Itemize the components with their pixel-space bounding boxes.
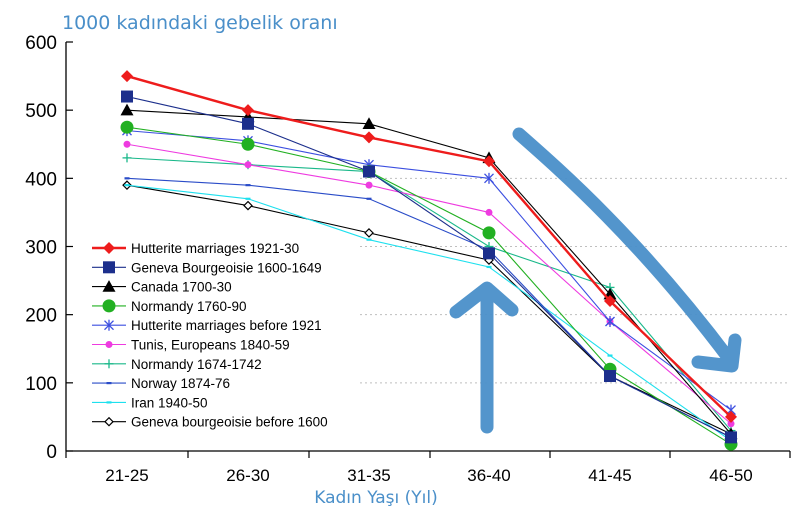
y-tick-label: 0 [46,442,57,463]
data-point [121,90,133,103]
legend-item: Norway 1874-76 [92,376,230,391]
series-line [126,126,732,445]
data-point [245,184,251,187]
legend-item: Geneva Bourgeoisie 1600-1649 [92,260,322,275]
x-tick-label: 26-30 [226,466,269,485]
legend-label: Geneva Bourgeoisie 1600-1649 [131,260,322,275]
x-axis-label: Kadın Yaşı (Yıl) [314,488,438,508]
legend-marker [103,261,115,274]
legend-marker [106,382,112,385]
x-axis: 21-25 26-30 31-35 36-40 41-45 46-50 [65,451,791,485]
data-point [725,431,737,444]
data-point [604,295,616,308]
data-point [483,247,495,260]
data-point [241,137,255,151]
data-point [486,265,492,269]
data-point [366,238,372,241]
data-point [725,410,737,423]
legend-marker [102,299,116,313]
legend-marker [105,341,113,348]
y-tick-label: 500 [25,101,57,122]
data-point [363,131,375,144]
data-point [364,228,374,238]
x-tick-label: 46-50 [709,466,752,485]
series-hutterite-marriages-1921-30 [121,70,737,423]
y-tick-label: 100 [25,374,57,395]
data-point [362,117,376,129]
x-tick-label: 21-25 [105,466,148,485]
legend-marker [104,359,114,369]
series-line [126,109,732,435]
data-point [482,226,496,240]
data-series [120,70,738,451]
x-tick-label: 31-35 [347,466,390,485]
y-tick-label: 400 [25,169,57,190]
data-point [363,165,375,178]
data-point [366,197,372,200]
data-point [244,161,252,169]
data-point [120,103,134,116]
legend-item: Hutterite marriages 1921-30 [92,241,299,256]
data-point [727,420,735,428]
data-point [605,315,615,327]
data-point [242,117,254,130]
data-point [120,120,134,134]
legend: Hutterite marriages 1921-30 Geneva Bourge… [92,241,328,430]
data-point [604,370,616,383]
legend-marker [102,280,116,292]
legend-marker [104,319,114,331]
legend-label: Hutterite marriages 1921-30 [131,241,299,256]
legend-marker [106,401,112,404]
data-point [607,354,613,357]
legend-label: Canada 1700-30 [131,280,232,295]
legend-item: Hutterite marriages before 1921 [92,318,322,333]
x-tick-label: 36-40 [467,466,510,485]
y-axis: 0 100 200 300 400 500 600 [25,33,73,463]
y-tick-label: 300 [25,238,57,259]
data-point [124,184,130,187]
y-tick-label: 600 [25,33,57,54]
legend-item: Geneva bourgeoisie before 1600 [92,415,328,430]
series-line [126,130,732,411]
y-tick-label: 200 [25,306,57,327]
data-point [122,153,132,163]
legend-label: Geneva bourgeoisie before 1600 [131,415,328,430]
upward-arrow [449,281,519,434]
series-line [126,184,732,442]
data-point [243,200,253,211]
legend-label: Norway 1874-76 [131,376,230,391]
data-point [124,177,130,180]
legend-label: Hutterite marriages before 1921 [131,318,322,333]
data-point [121,70,133,83]
legend-item: Normandy 1760-90 [92,299,247,314]
series-line [126,74,732,418]
legend-item: Tunis, Europeans 1840-59 [92,338,290,353]
legend-marker [103,242,115,254]
data-point [365,181,373,189]
data-point [483,155,495,168]
data-point [245,197,251,200]
series-line [126,143,732,425]
annotation-arrows [449,127,742,434]
legend-item: Canada 1700-30 [92,280,232,295]
data-point [484,172,494,184]
series-line [126,157,732,431]
legend-label: Normandy 1760-90 [131,299,247,314]
series-geneva-bourgeoisie-1600-1649 [121,90,737,444]
downward-curved-arrow [512,127,742,373]
legend-label: Iran 1940-50 [131,395,208,410]
data-point [242,104,254,117]
legend-label: Tunis, Europeans 1840-59 [131,338,290,353]
series-line [126,95,732,438]
legend-item: Normandy 1674-1742 [92,357,262,372]
x-tick-label: 41-45 [588,466,631,485]
legend-marker [104,416,114,427]
chart-title: 1000 kadındaki gebelik oranı [62,12,338,34]
legend-label: Normandy 1674-1742 [131,357,262,372]
data-point [485,208,493,216]
data-point [123,140,131,148]
legend-item: Iran 1940-50 [92,395,208,410]
